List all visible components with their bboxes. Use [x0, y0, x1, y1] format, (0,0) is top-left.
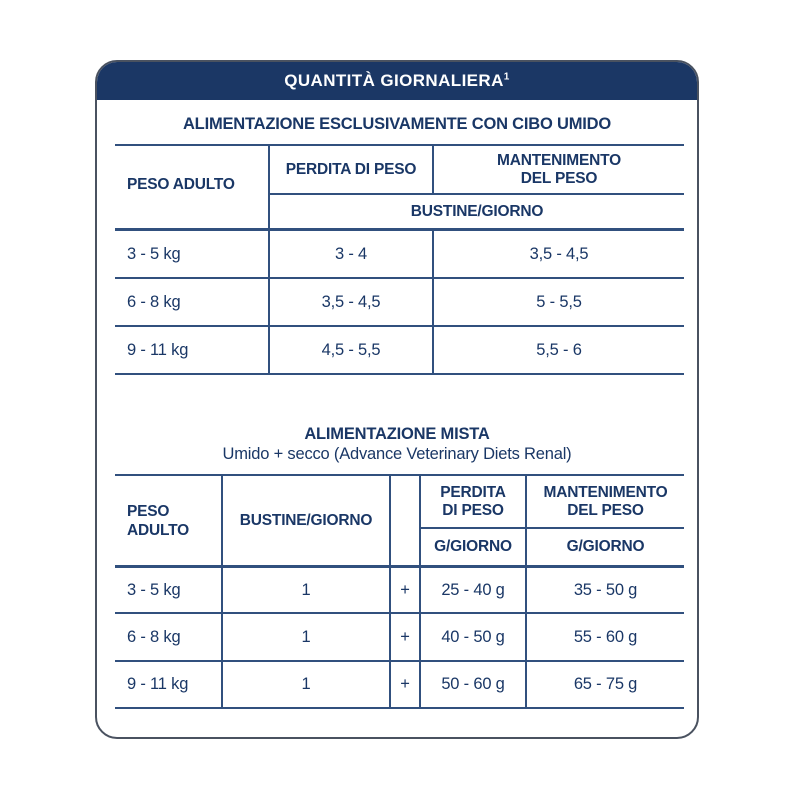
- wet-row1-perdita: 3 - 4: [334, 244, 368, 263]
- mixed-row3-perdita: 50 - 60 g: [441, 675, 505, 693]
- mixed-row3-peso: 9 - 11 kg: [127, 675, 189, 693]
- mixed-row1-peso: 3 - 5 kg: [127, 580, 181, 599]
- mixed-row1-mantenimento: 35 - 50 g: [573, 580, 638, 599]
- mixed-table-col-divider-1: [221, 474, 223, 709]
- mixed-column-header-mantenimento: MANTENIMENTO DEL PESO: [527, 476, 684, 527]
- mixed-row1-plus-sign: +: [400, 580, 410, 599]
- wet-table-col-divider-2-top: [432, 144, 434, 193]
- wet-row3-peso: 9 - 11 kg: [127, 340, 189, 359]
- mixed-row1-bustine: 1: [301, 580, 311, 599]
- mixed-food-table: PESO ADULTO BUSTINE/GIORNO PERDITA DI PE…: [115, 474, 684, 709]
- mixed-column-header-peso-adulto: PESO ADULTO: [115, 476, 221, 565]
- wet-row1-peso: 3 - 5 kg: [127, 244, 181, 263]
- mixed-table-col-divider-2: [389, 474, 391, 709]
- mixed-section-subtitle: Umido + secco (Advance Veterinary Diets …: [222, 445, 572, 463]
- page-title: QUANTITÀ GIORNALIERA1: [284, 71, 510, 91]
- page-title-text: QUANTITÀ GIORNALIERA: [284, 71, 504, 90]
- mixed-subheader-g-giorno-perdita: G/GIORNO: [434, 538, 512, 555]
- wet-column-header-mantenimento: MANTENIMENTO DEL PESO: [434, 146, 684, 193]
- wet-table-col-divider-1: [268, 144, 270, 375]
- wet-food-table: PESO ADULTO PERDITA DI PESO MANTENIMENTO…: [115, 144, 684, 375]
- wet-row2-mantenimento: 5 - 5,5: [536, 292, 582, 311]
- mixed-column-header-peso-adulto-text: PESO ADULTO: [127, 502, 189, 539]
- mixed-section-title: ALIMENTAZIONE MISTA: [304, 425, 490, 443]
- wet-row3-mantenimento: 5,5 - 6: [536, 340, 582, 359]
- mixed-column-header-mantenimento-text: MANTENIMENTO DEL PESO: [543, 483, 668, 519]
- wet-row3-perdita: 4,5 - 5,5: [321, 340, 381, 359]
- mixed-column-header-bustine: BUSTINE/GIORNO: [239, 511, 373, 529]
- mixed-row2-peso: 6 - 8 kg: [127, 627, 181, 646]
- wet-table-col-divider-2-bottom: [432, 228, 434, 375]
- mixed-row2-perdita: 40 - 50 g: [441, 627, 505, 646]
- wet-column-header-perdita: PERDITA DI PESO: [285, 160, 417, 178]
- footnote-marker: 1: [503, 71, 510, 83]
- mixed-table-subheader-line: [419, 527, 684, 529]
- mixed-row2-mantenimento: 55 - 60 g: [573, 627, 638, 646]
- wet-column-header-peso-adulto: PESO ADULTO: [127, 176, 235, 193]
- mixed-table-header-bottom-line: [115, 565, 684, 568]
- mixed-row1-perdita: 25 - 40 g: [441, 580, 505, 599]
- mixed-column-header-perdita-text: PERDITA DI PESO: [440, 483, 506, 519]
- wet-table-header-bottom-line: [115, 228, 684, 231]
- mixed-row3-bustine: 1: [301, 675, 311, 693]
- mixed-row2-plus-sign: +: [400, 627, 410, 646]
- wet-row1-mantenimento: 3,5 - 4,5: [529, 244, 589, 263]
- wet-table-top-border: [115, 144, 684, 146]
- daily-quantity-header-bar: QUANTITÀ GIORNALIERA1: [97, 62, 697, 100]
- daily-quantity-card: QUANTITÀ GIORNALIERA1 ALIMENTAZIONE ESCL…: [95, 60, 699, 739]
- wet-row2-perdita: 3,5 - 4,5: [321, 292, 381, 311]
- mixed-table-col-divider-3: [419, 474, 421, 709]
- mixed-column-header-perdita: PERDITA DI PESO: [421, 476, 525, 527]
- wet-column-header-mantenimento-text: MANTENIMENTO DEL PESO: [497, 151, 621, 187]
- wet-table-bottom-border: [115, 373, 684, 375]
- mixed-row3-plus-sign: +: [400, 675, 410, 693]
- wet-table-row-divider-1: [115, 277, 684, 279]
- wet-table-subheader-line: [268, 193, 684, 195]
- wet-table-row-divider-2: [115, 325, 684, 327]
- mixed-subheader-g-giorno-mantenimento: G/GIORNO: [566, 538, 645, 555]
- wet-subheader-bustine-giorno: BUSTINE/GIORNO: [410, 202, 544, 220]
- wet-row2-peso: 6 - 8 kg: [127, 292, 181, 311]
- wet-section-title: ALIMENTAZIONE ESCLUSIVAMENTE CON CIBO UM…: [182, 115, 612, 133]
- mixed-table-col-divider-4: [525, 474, 527, 709]
- mixed-table-top-border: [115, 474, 684, 476]
- mixed-table-row-divider-2: [115, 660, 684, 662]
- mixed-row2-bustine: 1: [301, 627, 311, 646]
- mixed-table-row-divider-1: [115, 612, 684, 614]
- mixed-table-bottom-border: [115, 707, 684, 709]
- mixed-row3-mantenimento: 65 - 75 g: [573, 675, 638, 693]
